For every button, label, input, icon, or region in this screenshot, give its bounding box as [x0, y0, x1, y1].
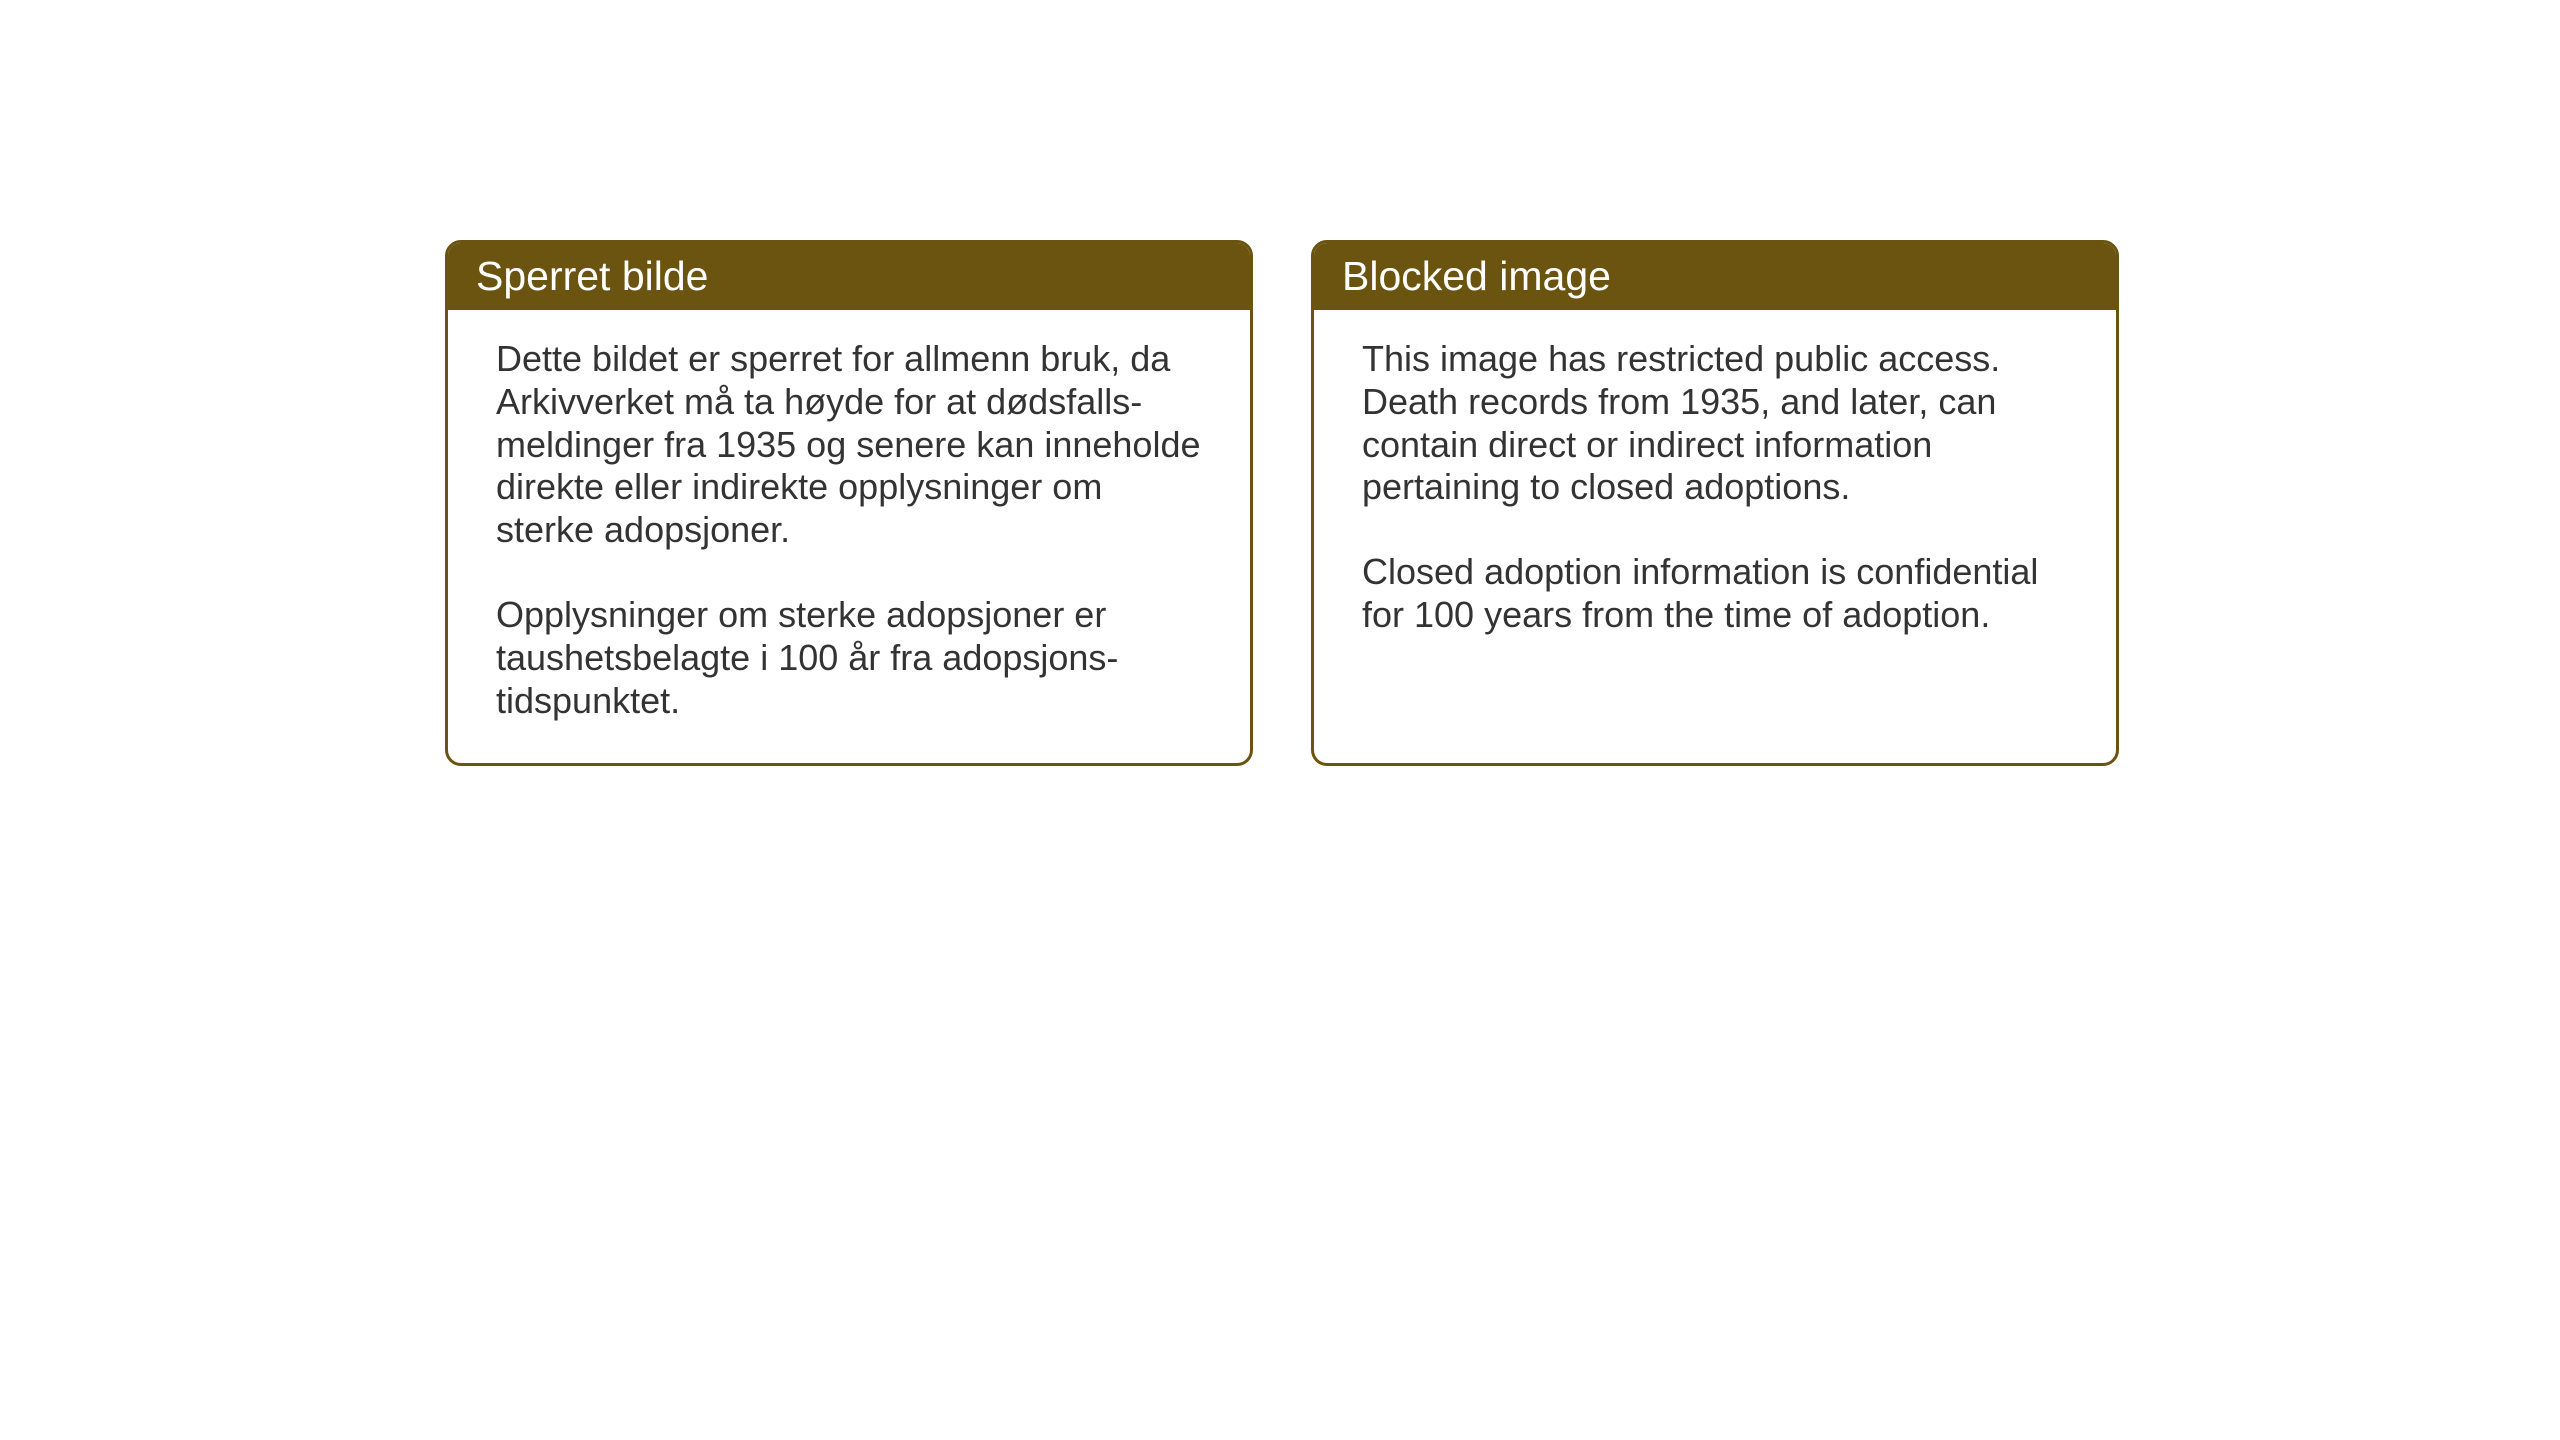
notice-card-norwegian: Sperret bilde Dette bildet er sperret fo… [445, 240, 1253, 766]
card-paragraph-1-english: This image has restricted public access.… [1362, 338, 2068, 509]
card-title-english: Blocked image [1342, 253, 1611, 299]
card-header-english: Blocked image [1314, 243, 2116, 310]
card-header-norwegian: Sperret bilde [448, 243, 1250, 310]
card-paragraph-2-english: Closed adoption information is confident… [1362, 551, 2068, 637]
card-body-norwegian: Dette bildet er sperret for allmenn bruk… [448, 310, 1250, 763]
notice-card-english: Blocked image This image has restricted … [1311, 240, 2119, 766]
card-body-english: This image has restricted public access.… [1314, 310, 2116, 727]
card-paragraph-2-norwegian: Opplysninger om sterke adopsjoner er tau… [496, 594, 1202, 722]
card-title-norwegian: Sperret bilde [476, 253, 708, 299]
card-paragraph-1-norwegian: Dette bildet er sperret for allmenn bruk… [496, 338, 1202, 552]
notice-container: Sperret bilde Dette bildet er sperret fo… [445, 240, 2119, 766]
